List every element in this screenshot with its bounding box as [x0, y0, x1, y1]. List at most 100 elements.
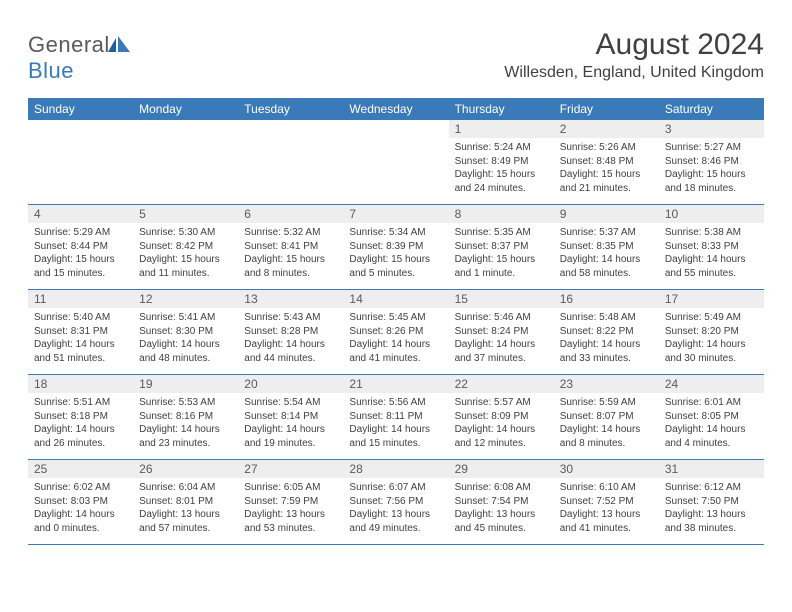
week-row: 1Sunrise: 5:24 AMSunset: 8:49 PMDaylight…: [28, 120, 764, 205]
day-cell: 25Sunrise: 6:02 AMSunset: 8:03 PMDayligh…: [28, 460, 133, 544]
sunset-text: Sunset: 8:18 PM: [34, 410, 127, 424]
day-number: 21: [343, 375, 448, 393]
sunset-text: Sunset: 8:20 PM: [665, 325, 758, 339]
day-body: Sunrise: 5:30 AMSunset: 8:42 PMDaylight:…: [133, 223, 238, 286]
sunrise-text: Sunrise: 5:51 AM: [34, 396, 127, 410]
day-number: [238, 120, 343, 124]
day-number: 12: [133, 290, 238, 308]
day-body: Sunrise: 5:59 AMSunset: 8:07 PMDaylight:…: [554, 393, 659, 456]
day-cell: 8Sunrise: 5:35 AMSunset: 8:37 PMDaylight…: [449, 205, 554, 289]
daylight-text: Daylight: 14 hours and 55 minutes.: [665, 253, 758, 280]
sunset-text: Sunset: 8:49 PM: [455, 155, 548, 169]
day-cell: [28, 120, 133, 204]
sunrise-text: Sunrise: 5:27 AM: [665, 141, 758, 155]
calendar: Sunday Monday Tuesday Wednesday Thursday…: [28, 98, 764, 545]
day-number: 2: [554, 120, 659, 138]
sunrise-text: Sunrise: 6:12 AM: [665, 481, 758, 495]
day-number: 1: [449, 120, 554, 138]
day-cell: 2Sunrise: 5:26 AMSunset: 8:48 PMDaylight…: [554, 120, 659, 204]
day-number: 11: [28, 290, 133, 308]
week-row: 4Sunrise: 5:29 AMSunset: 8:44 PMDaylight…: [28, 205, 764, 290]
sunset-text: Sunset: 8:48 PM: [560, 155, 653, 169]
day-number: [28, 120, 133, 124]
week-row: 25Sunrise: 6:02 AMSunset: 8:03 PMDayligh…: [28, 460, 764, 545]
day-cell: 15Sunrise: 5:46 AMSunset: 8:24 PMDayligh…: [449, 290, 554, 374]
day-body: Sunrise: 5:32 AMSunset: 8:41 PMDaylight:…: [238, 223, 343, 286]
day-cell: 7Sunrise: 5:34 AMSunset: 8:39 PMDaylight…: [343, 205, 448, 289]
day-body: Sunrise: 6:08 AMSunset: 7:54 PMDaylight:…: [449, 478, 554, 541]
day-body: Sunrise: 5:56 AMSunset: 8:11 PMDaylight:…: [343, 393, 448, 456]
sunrise-text: Sunrise: 5:45 AM: [349, 311, 442, 325]
sunset-text: Sunset: 8:05 PM: [665, 410, 758, 424]
day-body: Sunrise: 5:27 AMSunset: 8:46 PMDaylight:…: [659, 138, 764, 201]
daylight-text: Daylight: 14 hours and 26 minutes.: [34, 423, 127, 450]
month-title: August 2024: [504, 28, 764, 62]
day-cell: 26Sunrise: 6:04 AMSunset: 8:01 PMDayligh…: [133, 460, 238, 544]
sunset-text: Sunset: 8:44 PM: [34, 240, 127, 254]
weekday-label: Saturday: [659, 98, 764, 120]
daylight-text: Daylight: 15 hours and 1 minute.: [455, 253, 548, 280]
daylight-text: Daylight: 14 hours and 30 minutes.: [665, 338, 758, 365]
sunset-text: Sunset: 8:22 PM: [560, 325, 653, 339]
day-cell: 22Sunrise: 5:57 AMSunset: 8:09 PMDayligh…: [449, 375, 554, 459]
day-number: 16: [554, 290, 659, 308]
day-number: 31: [659, 460, 764, 478]
weekday-label: Sunday: [28, 98, 133, 120]
day-number: 24: [659, 375, 764, 393]
day-body: Sunrise: 6:02 AMSunset: 8:03 PMDaylight:…: [28, 478, 133, 541]
sunrise-text: Sunrise: 5:48 AM: [560, 311, 653, 325]
sunset-text: Sunset: 8:33 PM: [665, 240, 758, 254]
week-row: 18Sunrise: 5:51 AMSunset: 8:18 PMDayligh…: [28, 375, 764, 460]
daylight-text: Daylight: 15 hours and 5 minutes.: [349, 253, 442, 280]
daylight-text: Daylight: 14 hours and 15 minutes.: [349, 423, 442, 450]
weeks-container: 1Sunrise: 5:24 AMSunset: 8:49 PMDaylight…: [28, 120, 764, 545]
day-cell: 14Sunrise: 5:45 AMSunset: 8:26 PMDayligh…: [343, 290, 448, 374]
day-number: 20: [238, 375, 343, 393]
sunrise-text: Sunrise: 5:54 AM: [244, 396, 337, 410]
logo-text: General Blue: [28, 32, 130, 84]
weekday-label: Monday: [133, 98, 238, 120]
day-number: 9: [554, 205, 659, 223]
daylight-text: Daylight: 13 hours and 49 minutes.: [349, 508, 442, 535]
daylight-text: Daylight: 15 hours and 24 minutes.: [455, 168, 548, 195]
daylight-text: Daylight: 14 hours and 12 minutes.: [455, 423, 548, 450]
day-cell: 29Sunrise: 6:08 AMSunset: 7:54 PMDayligh…: [449, 460, 554, 544]
day-body: Sunrise: 6:10 AMSunset: 7:52 PMDaylight:…: [554, 478, 659, 541]
sunset-text: Sunset: 7:50 PM: [665, 495, 758, 509]
sunrise-text: Sunrise: 6:08 AM: [455, 481, 548, 495]
logo: General Blue: [28, 32, 130, 84]
day-cell: 10Sunrise: 5:38 AMSunset: 8:33 PMDayligh…: [659, 205, 764, 289]
sunset-text: Sunset: 8:16 PM: [139, 410, 232, 424]
day-number: 17: [659, 290, 764, 308]
daylight-text: Daylight: 14 hours and 48 minutes.: [139, 338, 232, 365]
day-number: 13: [238, 290, 343, 308]
day-cell: [343, 120, 448, 204]
day-cell: [133, 120, 238, 204]
daylight-text: Daylight: 15 hours and 18 minutes.: [665, 168, 758, 195]
day-body: Sunrise: 5:49 AMSunset: 8:20 PMDaylight:…: [659, 308, 764, 371]
day-body: Sunrise: 5:29 AMSunset: 8:44 PMDaylight:…: [28, 223, 133, 286]
sunset-text: Sunset: 8:42 PM: [139, 240, 232, 254]
day-body: Sunrise: 5:46 AMSunset: 8:24 PMDaylight:…: [449, 308, 554, 371]
sunrise-text: Sunrise: 5:37 AM: [560, 226, 653, 240]
sunrise-text: Sunrise: 6:07 AM: [349, 481, 442, 495]
sunrise-text: Sunrise: 5:24 AM: [455, 141, 548, 155]
day-cell: 1 Sunrise: 5:24 AMSunset: 8:49 PMDaylight…: [449, 120, 554, 204]
day-body: Sunrise: 5:45 AMSunset: 8:26 PMDaylight:…: [343, 308, 448, 371]
sunset-text: Sunset: 8:26 PM: [349, 325, 442, 339]
day-body: Sunrise: 5:26 AMSunset: 8:48 PMDaylight:…: [554, 138, 659, 201]
day-body: Sunrise: 5:48 AMSunset: 8:22 PMDaylight:…: [554, 308, 659, 371]
sunrise-text: Sunrise: 6:05 AM: [244, 481, 337, 495]
title-block: August 2024 Willesden, England, United K…: [504, 28, 764, 82]
sunrise-text: Sunrise: 5:56 AM: [349, 396, 442, 410]
day-cell: 24Sunrise: 6:01 AMSunset: 8:05 PMDayligh…: [659, 375, 764, 459]
week-row: 11Sunrise: 5:40 AMSunset: 8:31 PMDayligh…: [28, 290, 764, 375]
sunrise-text: Sunrise: 5:34 AM: [349, 226, 442, 240]
weekday-label: Thursday: [449, 98, 554, 120]
weekday-label: Wednesday: [343, 98, 448, 120]
day-body: Sunrise: 5:38 AMSunset: 8:33 PMDaylight:…: [659, 223, 764, 286]
sunset-text: Sunset: 8:35 PM: [560, 240, 653, 254]
day-cell: 6Sunrise: 5:32 AMSunset: 8:41 PMDaylight…: [238, 205, 343, 289]
daylight-text: Daylight: 15 hours and 11 minutes.: [139, 253, 232, 280]
day-cell: 18Sunrise: 5:51 AMSunset: 8:18 PMDayligh…: [28, 375, 133, 459]
